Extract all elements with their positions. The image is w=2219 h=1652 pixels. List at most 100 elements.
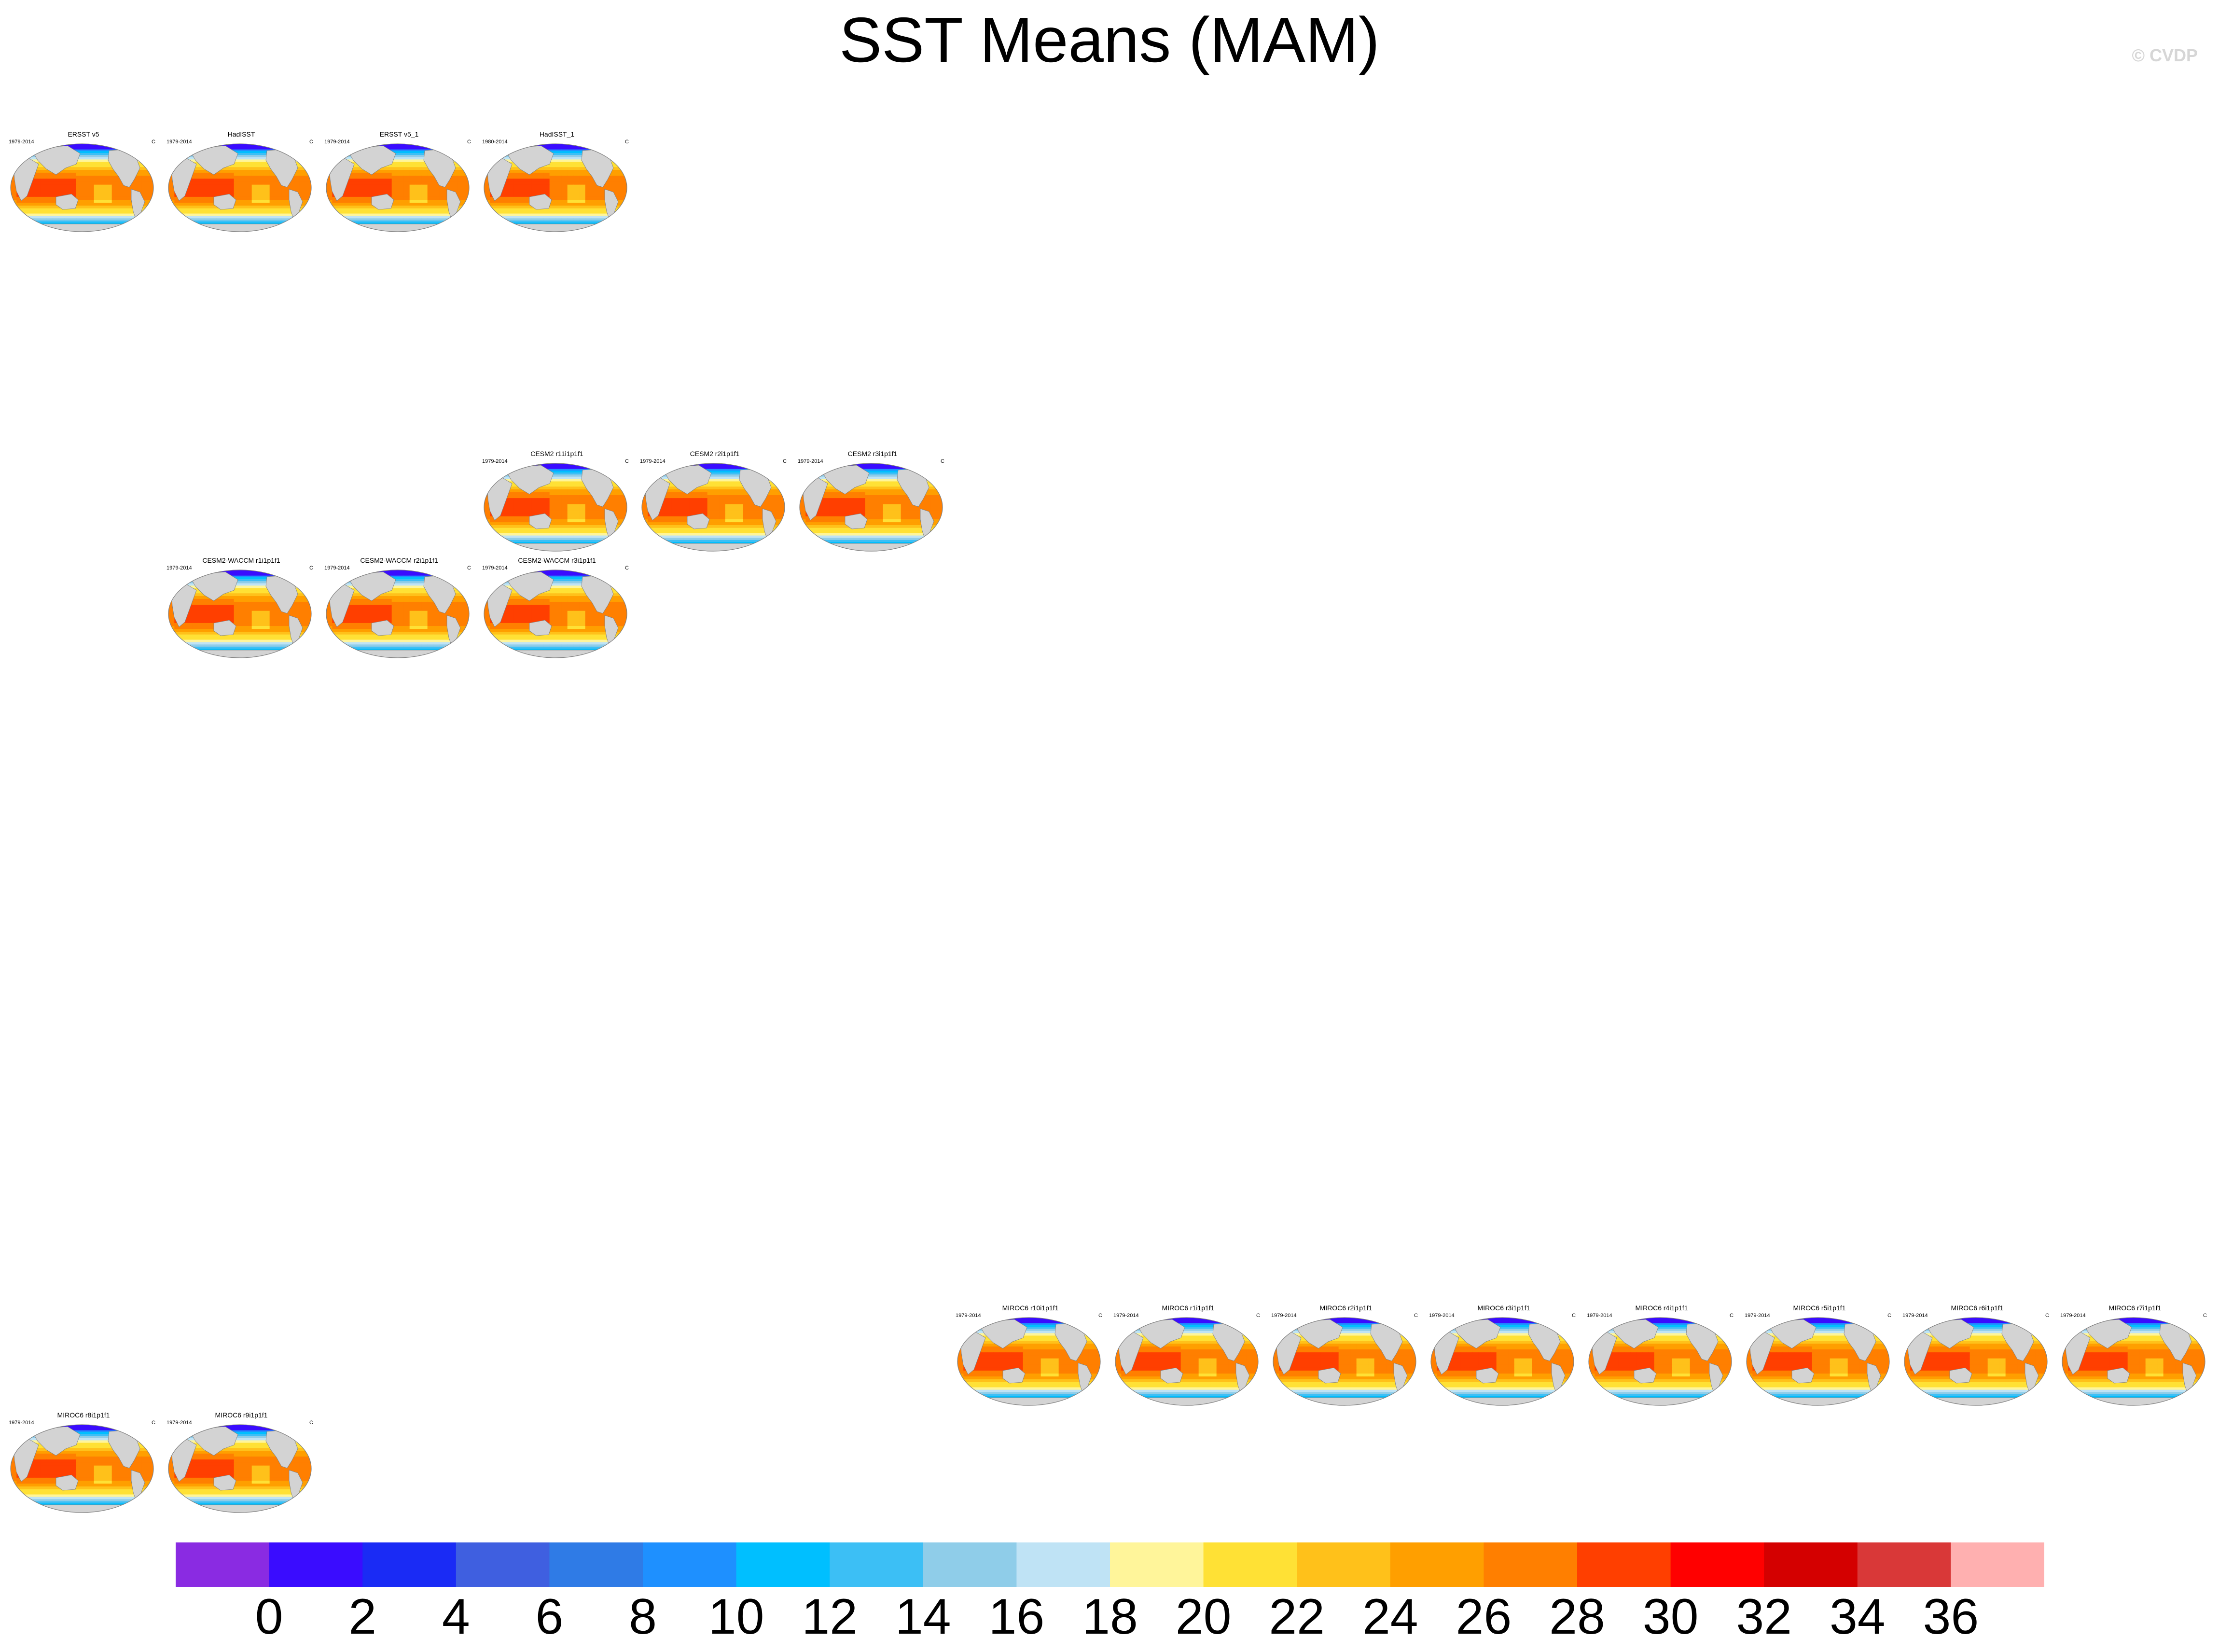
sst-cell	[496, 230, 502, 231]
sst-cell	[106, 213, 112, 217]
sst-cell	[416, 200, 422, 203]
sst-cell	[34, 227, 41, 229]
sst-cell	[11, 159, 17, 163]
sst-cell	[198, 232, 205, 233]
sst-cell	[46, 218, 53, 221]
sst-cell	[591, 463, 597, 465]
sst-cell	[198, 172, 205, 176]
sst-cell	[246, 188, 252, 191]
sst-cell	[356, 172, 362, 176]
sst-cell	[621, 159, 627, 163]
sst-cell	[513, 179, 520, 182]
sst-cell	[228, 179, 235, 182]
sst-cell	[567, 472, 574, 475]
sst-cell	[433, 230, 440, 231]
sst-cell	[16, 151, 23, 153]
sst-cell	[433, 188, 440, 191]
sst-cell	[531, 218, 538, 221]
sst-cell	[508, 200, 514, 203]
sst-cell	[338, 148, 345, 150]
sst-cell	[94, 175, 100, 179]
sst-cell	[58, 172, 65, 176]
sst-cell	[326, 208, 333, 211]
sst-cell	[543, 498, 550, 501]
sst-cell	[451, 222, 458, 225]
sst-cell	[305, 162, 311, 165]
sst-cell	[513, 148, 520, 150]
sst-cell	[386, 170, 392, 173]
sst-cell	[174, 200, 181, 203]
sst-cell	[403, 208, 410, 211]
sst-cell	[338, 145, 345, 147]
sst-cell	[374, 216, 380, 219]
sst-cell	[457, 181, 464, 185]
sst-cell	[579, 498, 586, 501]
sst-cell	[543, 466, 550, 468]
sst-cell	[141, 231, 148, 232]
sst-cell	[64, 222, 70, 225]
sst-cell	[106, 194, 112, 197]
sst-cell	[258, 172, 264, 176]
sst-cell	[621, 155, 627, 158]
sst-cell	[362, 196, 368, 200]
sst-cell	[258, 181, 264, 185]
sst-cell	[136, 170, 142, 173]
sst-cell	[427, 172, 434, 176]
sst-cell	[538, 181, 544, 185]
sst-cell	[112, 143, 118, 144]
sst-cell	[82, 205, 88, 209]
sst-cell	[368, 188, 374, 191]
sst-cell	[240, 220, 246, 223]
sst-cell	[567, 146, 574, 149]
sst-cell	[484, 222, 490, 225]
sst-cell	[508, 218, 514, 221]
sst-cell	[597, 188, 604, 191]
sst-cell	[299, 151, 306, 153]
sst-cell	[490, 218, 497, 221]
sst-cell	[484, 231, 490, 232]
sst-cell	[356, 148, 362, 150]
sst-cell	[106, 175, 112, 179]
sst-cell	[543, 216, 550, 219]
sst-cell	[567, 172, 574, 176]
sst-cell	[326, 175, 333, 179]
sst-cell	[180, 148, 187, 150]
sst-cell	[186, 211, 193, 214]
sst-cell	[228, 181, 235, 185]
sst-cell	[484, 143, 490, 144]
sst-cell	[299, 145, 306, 147]
sst-cell	[222, 175, 228, 179]
sst-cell	[409, 200, 416, 203]
sst-cell	[609, 231, 615, 232]
sst-cell	[457, 172, 464, 176]
sst-cell	[597, 230, 604, 231]
sst-cell	[147, 194, 153, 197]
sst-cell	[445, 211, 452, 214]
sst-cell	[585, 144, 592, 146]
sst-cell	[299, 146, 306, 149]
sst-cell	[326, 146, 333, 149]
sst-cell	[549, 501, 556, 505]
sst-cell	[520, 231, 526, 232]
sst-cell	[118, 232, 124, 233]
sst-cell	[222, 143, 228, 144]
sst-cell	[251, 205, 258, 209]
sst-cell	[508, 148, 514, 150]
sst-cell	[22, 229, 29, 231]
sst-cell	[538, 498, 544, 501]
sst-cell	[502, 231, 508, 232]
sst-map	[168, 143, 312, 233]
sst-cell	[513, 211, 520, 214]
sst-cell	[76, 218, 83, 221]
sst-cell	[228, 218, 235, 221]
sst-cell	[58, 194, 65, 197]
sst-cell	[52, 231, 59, 232]
sst-cell	[380, 175, 386, 179]
sst-cell	[192, 159, 199, 163]
sst-cell	[228, 175, 235, 179]
sst-cell	[34, 145, 41, 147]
sst-cell	[463, 205, 469, 209]
sst-cell	[508, 495, 514, 499]
sst-cell	[568, 232, 574, 233]
sst-cell	[621, 162, 627, 165]
